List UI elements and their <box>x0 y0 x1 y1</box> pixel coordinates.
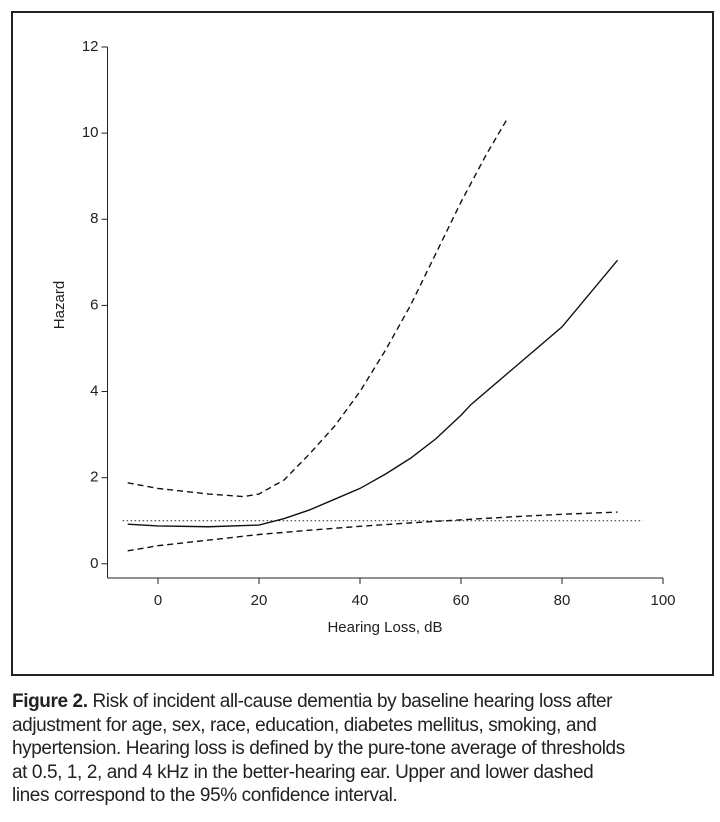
caption-line: hypertension. Hearing loss is defined by… <box>12 738 625 759</box>
caption-line: adjustment for age, sex, race, education… <box>12 714 597 736</box>
y-tick-label: 0 <box>90 555 98 572</box>
series-line <box>127 119 508 498</box>
y-tick-label: 4 <box>90 382 98 399</box>
y-tick-label: 6 <box>90 296 98 313</box>
y-tick-label: 8 <box>90 210 98 227</box>
x-tick-label: 100 <box>650 592 675 609</box>
caption-line: Figure 2. Risk of incident all-cause dem… <box>12 690 712 714</box>
x-tick-label: 40 <box>352 592 369 609</box>
y-tick-label: 12 <box>82 38 99 55</box>
chart: Hearing Loss, dB Hazard 0 2 4 6 8 10 12 0 20 40 60… <box>51 38 676 636</box>
caption-line: lines correspond to the 95% confidence i… <box>12 785 398 806</box>
y-tick-label: 2 <box>90 469 98 486</box>
caption-text: Risk of incident all-cause dementia by b… <box>92 691 613 712</box>
y-tick-label: 10 <box>82 124 99 141</box>
x-tick-label: 60 <box>453 592 470 609</box>
figure-frame <box>11 11 714 676</box>
series-line <box>127 511 618 552</box>
caption-line: at 0.5, 1, 2, and 4 kHz in the better-he… <box>12 761 594 783</box>
series-line <box>127 259 619 528</box>
x-tick-label: 80 <box>554 592 571 609</box>
caption-label: Figure 2. <box>12 691 88 712</box>
x-tick-label: 20 <box>251 592 268 609</box>
caption: Figure 2. Risk of incident all-cause dem… <box>12 690 712 808</box>
x-tick-label: 0 <box>154 592 162 609</box>
x-axis-label: Hearing Loss, dB <box>327 619 442 636</box>
y-axis-label: Hazard <box>51 281 68 329</box>
